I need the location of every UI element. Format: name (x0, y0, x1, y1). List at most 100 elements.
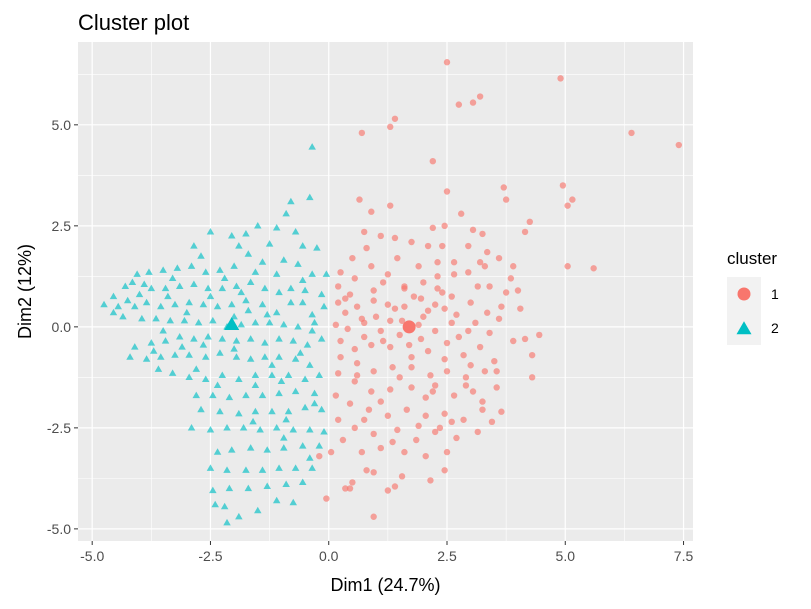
cluster-2-point (235, 512, 243, 520)
y-tick-label: 2.5 (52, 218, 72, 234)
cluster-1-point (370, 287, 377, 294)
cluster-2-point (244, 306, 253, 314)
cluster-1-point (334, 299, 342, 306)
cluster-2-point (218, 284, 227, 292)
cluster-2-point (310, 389, 319, 397)
cluster-1-point (372, 313, 380, 320)
cluster-1-point (443, 368, 451, 375)
cluster-2-point (320, 302, 328, 310)
cluster-1-point (401, 285, 408, 292)
cluster-2-point (306, 425, 314, 433)
cluster-2-point (301, 286, 309, 294)
cluster-1-point (472, 319, 479, 327)
cluster-2-point (315, 371, 324, 378)
cluster-1-point (439, 242, 446, 250)
cluster-1-point (384, 301, 392, 308)
cluster-2-point (185, 351, 193, 358)
cluster-1-point (327, 448, 335, 456)
cluster-1-point (387, 202, 394, 209)
cluster-1-point (536, 331, 543, 339)
cluster-2-point (206, 292, 215, 300)
cluster-1-point (370, 430, 377, 438)
cluster-2-point (256, 425, 264, 433)
cluster-2-point (254, 506, 262, 514)
cluster-1-point (465, 327, 472, 335)
cluster-1-point (460, 351, 467, 359)
cluster-1-point (396, 374, 403, 381)
cluster-2-point (235, 242, 243, 249)
cluster-1-point (353, 360, 361, 367)
cluster-2-point (218, 371, 227, 378)
cluster-1-point (510, 337, 517, 345)
cluster-2-point (244, 250, 253, 257)
cluster-1-point (465, 242, 472, 250)
cluster-1-point (417, 295, 425, 302)
cluster-1-point (403, 406, 410, 413)
cluster-2-point (287, 197, 295, 205)
cluster-2-point (168, 369, 177, 376)
cluster-1-point (370, 469, 377, 476)
cluster-2-point (228, 446, 236, 453)
cluster-1-point (377, 398, 384, 405)
cluster-2-point (246, 278, 255, 286)
cluster-1-point (564, 202, 571, 209)
cluster-2-point (301, 375, 309, 382)
cluster-2-point (152, 314, 160, 322)
cluster-1-point (443, 59, 451, 66)
cluster-2-point (242, 230, 250, 237)
cluster-2-point (190, 335, 198, 342)
cluster-2-point (225, 484, 234, 492)
cluster-1-point (342, 309, 349, 316)
cluster-1-point (351, 345, 358, 353)
cluster-2-point (175, 282, 184, 290)
cluster-2-point (246, 335, 255, 342)
cluster-1-point (434, 259, 441, 266)
cluster-1-point (337, 337, 344, 345)
cluster-1-point (351, 378, 358, 385)
cluster-1-point (361, 416, 368, 423)
cluster-2-point (268, 407, 276, 415)
cluster-1-point (498, 303, 505, 310)
cluster-2-point (142, 298, 151, 306)
cluster-2-point (246, 355, 255, 362)
cluster-1-point (349, 254, 356, 262)
cluster-2-point (223, 518, 231, 526)
cluster-2-point (145, 268, 153, 275)
cluster-2-point (294, 260, 302, 267)
cluster-2-point (159, 266, 167, 273)
cluster-1-point (510, 263, 517, 270)
cluster-2-point (223, 466, 231, 473)
cluster-2-point (251, 381, 260, 389)
cluster-1-point (332, 321, 340, 329)
cluster-2-point (275, 288, 283, 296)
cluster-centroids (224, 317, 416, 334)
cluster-1-point (351, 275, 358, 282)
cluster-2-point (303, 341, 312, 348)
cluster-2-point (123, 296, 132, 304)
cluster-2-point (282, 209, 290, 217)
cluster-1-point (358, 448, 366, 456)
cluster-1-point (467, 299, 474, 306)
cluster-1-point (415, 422, 422, 430)
cluster-1-point (401, 303, 408, 310)
cluster-2-point (280, 434, 288, 441)
cluster-2-point (225, 393, 234, 401)
y-axis-title: Dim2 (12%) (15, 244, 35, 339)
cluster-2-centroid (224, 317, 240, 331)
cluster-2-point (242, 466, 250, 473)
cluster-1-point (408, 364, 415, 371)
cluster-2-point (315, 442, 324, 449)
cluster-2-point (140, 280, 148, 288)
cluster-2-point (201, 268, 210, 275)
cluster-1-point (441, 410, 448, 417)
cluster-1-point (559, 182, 567, 189)
cluster-1-point (460, 416, 467, 423)
cluster-2-point (228, 232, 236, 239)
cluster-2-point (258, 466, 267, 473)
cluster-2-point (294, 322, 302, 330)
x-tick-label: 0.0 (319, 548, 339, 564)
cluster-1-point (342, 295, 349, 302)
cluster-1-point (420, 279, 427, 286)
legend-label-2: 2 (771, 320, 779, 336)
cluster-2-point (192, 391, 201, 399)
